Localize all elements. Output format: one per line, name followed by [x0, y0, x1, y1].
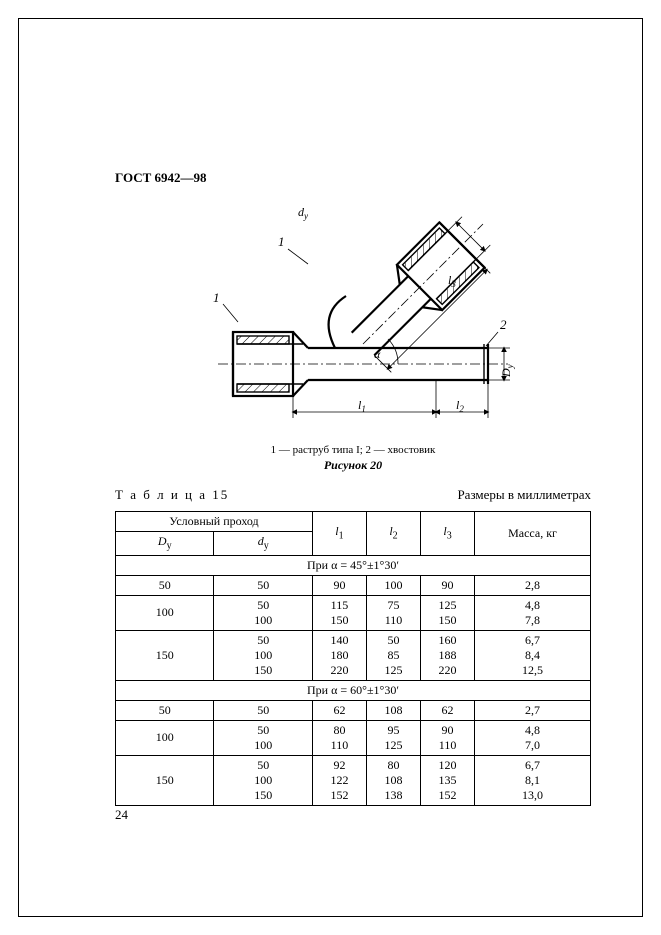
table-cell: 50 — [116, 575, 214, 595]
table-cell: 92122152 — [312, 755, 366, 805]
label-l1: l1 — [358, 398, 366, 414]
table-cell: 90 — [312, 575, 366, 595]
table-cell: 6,78,412,5 — [475, 630, 591, 680]
table-section: При α = 60°±1°30′ — [116, 680, 591, 700]
table-cell: 50100 — [214, 720, 312, 755]
table-cell: 50100150 — [214, 630, 312, 680]
label-1-top: 1 — [278, 234, 285, 249]
label-l2: l2 — [456, 398, 464, 414]
table-cell: 75110 — [366, 595, 420, 630]
figure-20: α 1 1 2 dу l3 — [115, 194, 591, 473]
col-Dy: Dу — [116, 532, 214, 556]
table-body: При α = 45°±1°30′505090100902,8100501001… — [116, 555, 591, 805]
figure-legend: 1 — раструб типа I; 2 — хвостовик — [271, 444, 436, 456]
table-cell: 150 — [116, 630, 214, 680]
table-cell: 90 — [421, 575, 475, 595]
table-cell: 50 — [116, 700, 214, 720]
col-l3: l3 — [421, 512, 475, 556]
table-cell: 115150 — [312, 595, 366, 630]
table-cell: 140180220 — [312, 630, 366, 680]
table-cell: 100 — [366, 575, 420, 595]
table-cell: 160188220 — [421, 630, 475, 680]
col-mass: Масса, кг — [475, 512, 591, 556]
table-cell: 90110 — [421, 720, 475, 755]
table-row: 1505010015092122152801081381201351526,78… — [116, 755, 591, 805]
table-cell: 62 — [312, 700, 366, 720]
table-row: 505062108622,7 — [116, 700, 591, 720]
table-cell: 80110 — [312, 720, 366, 755]
table-cell: 2,7 — [475, 700, 591, 720]
table-cell: 62 — [421, 700, 475, 720]
table-cell: 4,87,0 — [475, 720, 591, 755]
table-label: Т а б л и ц а 15 — [115, 487, 229, 503]
figure-title: Рисунок 20 — [324, 458, 382, 473]
table-units: Размеры в миллиметрах — [457, 487, 591, 503]
table-cell: 95125 — [366, 720, 420, 755]
table-cell: 2,8 — [475, 575, 591, 595]
label-dy: dу — [298, 205, 308, 221]
label-1-left: 1 — [213, 290, 220, 305]
page-number: 24 — [115, 807, 128, 823]
table-cell: 50 — [214, 575, 312, 595]
label-2: 2 — [500, 317, 507, 332]
table-row: 505090100902,8 — [116, 575, 591, 595]
table-cell: 100 — [116, 595, 214, 630]
dimensions-table: Условный проход l1 l2 l3 Масса, кг Dу dу… — [115, 511, 591, 806]
col-l1: l1 — [312, 512, 366, 556]
pipe-tee-diagram: α 1 1 2 dу l3 — [188, 194, 518, 442]
table-cell: 5085125 — [366, 630, 420, 680]
col-nominal: Условный проход — [116, 512, 313, 532]
table-row: 1505010015014018022050851251601882206,78… — [116, 630, 591, 680]
table-cell: 6,78,113,0 — [475, 755, 591, 805]
table-cell: 100 — [116, 720, 214, 755]
page: ГОСТ 6942—98 — [0, 0, 661, 935]
table-row: 10050100115150751101251504,87,8 — [116, 595, 591, 630]
table-cell: 4,87,8 — [475, 595, 591, 630]
col-dy: dу — [214, 532, 312, 556]
table-cell: 125150 — [421, 595, 475, 630]
table-cell: 150 — [116, 755, 214, 805]
table-row: 100501008011095125901104,87,0 — [116, 720, 591, 755]
col-l2: l2 — [366, 512, 420, 556]
table-section: При α = 45°±1°30′ — [116, 555, 591, 575]
standard-header: ГОСТ 6942—98 — [115, 170, 591, 186]
label-Dy: Dу — [499, 364, 515, 378]
table-cell: 120135152 — [421, 755, 475, 805]
table-cell: 80108138 — [366, 755, 420, 805]
table-cell: 50100 — [214, 595, 312, 630]
table-cell: 50 — [214, 700, 312, 720]
table-cell: 50100150 — [214, 755, 312, 805]
table-cell: 108 — [366, 700, 420, 720]
table-header-row: Т а б л и ц а 15 Размеры в миллиметрах — [115, 487, 591, 503]
